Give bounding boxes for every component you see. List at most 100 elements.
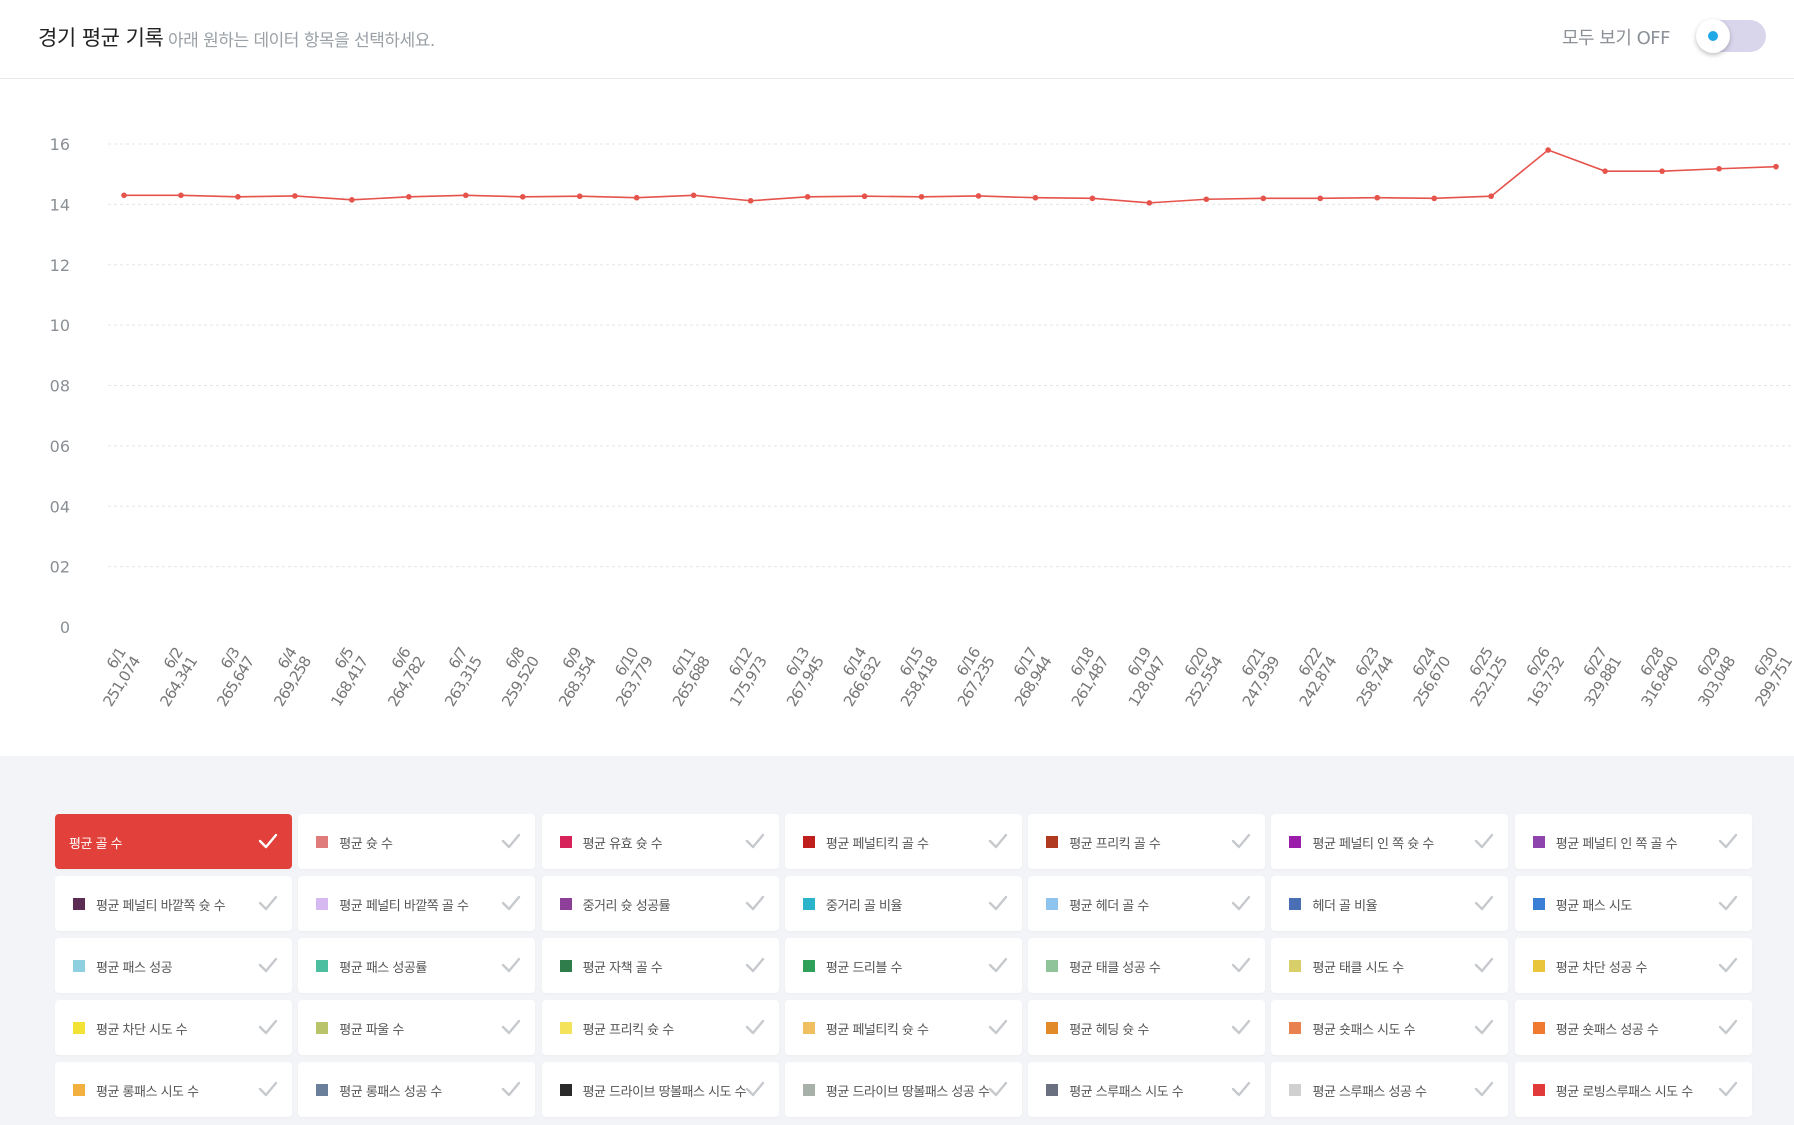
legend-item[interactable]: 헤더 골 비율 — [1271, 876, 1509, 931]
check-icon — [745, 1019, 764, 1035]
data-point[interactable] — [519, 194, 526, 200]
data-point[interactable] — [121, 192, 127, 199]
check-icon — [988, 833, 1008, 849]
legend-item[interactable]: 평균 유효 슛 수 — [541, 814, 779, 869]
legend-item-label: 평균 태클 성공 수 — [1069, 961, 1161, 976]
check-icon — [1475, 957, 1494, 973]
data-point[interactable] — [462, 192, 469, 199]
legend-item-label: 평균 스루패스 시도 수 — [1069, 1085, 1184, 1100]
legend-item[interactable]: 평균 프리킥 슛 수 — [541, 1000, 779, 1055]
legend-swatch — [1046, 960, 1059, 972]
data-point[interactable] — [918, 194, 925, 200]
legend-item[interactable]: 평균 드라이브 땅볼패스 성공 수 — [784, 1062, 1022, 1117]
toggle-knob[interactable] — [1696, 19, 1730, 53]
legend-item[interactable]: 평균 자책 골 수 — [541, 938, 779, 993]
legend-item[interactable]: 평균 헤더 골 수 — [1028, 876, 1266, 931]
legend-item[interactable]: 평균 페널티 인 쪽 슛 수 — [1271, 814, 1509, 869]
legend-swatch — [802, 1022, 815, 1034]
page-header: 경기 평균 기록 아래 원하는 데이터 항목을 선택하세요. 모두 보기 OFF — [0, 0, 1794, 79]
legend-item[interactable]: 평균 패스 성공 — [55, 938, 292, 993]
legend-item[interactable]: 평균 스루패스 시도 수 — [1028, 1062, 1266, 1117]
legend-item[interactable]: 평균 패스 시도 — [1514, 876, 1752, 931]
data-point[interactable] — [1260, 195, 1267, 202]
data-point[interactable] — [1545, 147, 1551, 153]
show-all-toggle[interactable] — [1696, 19, 1766, 53]
legend-item[interactable]: 평균 드리블 수 — [784, 938, 1022, 993]
data-point[interactable] — [1317, 195, 1324, 202]
data-point[interactable] — [975, 193, 982, 199]
data-point[interactable] — [861, 193, 868, 200]
y-tick-label: 0 — [60, 618, 70, 637]
legend-item[interactable]: 평균 드라이브 땅볼패스 시도 수 — [541, 1062, 779, 1117]
data-point[interactable] — [1716, 165, 1722, 172]
data-point[interactable] — [1602, 168, 1608, 174]
legend-swatch — [802, 960, 815, 972]
check-icon — [1718, 833, 1737, 849]
y-tick-label: 08 — [50, 377, 70, 396]
legend-item[interactable]: 평균 태클 시도 수 — [1271, 938, 1509, 993]
legend-item[interactable]: 평균 스루패스 성공 수 — [1271, 1062, 1509, 1117]
legend-swatch — [1289, 960, 1302, 972]
legend-item[interactable]: 평균 페널티 바깥쪽 슛 수 — [55, 876, 292, 931]
legend-grid: 평균 골 수 평균 슛 수 평균 유효 슛 수 평균 페널티킥 골 수 평균 프리킥 골… — [55, 814, 1752, 1117]
legend-item[interactable]: 평균 롱패스 성공 수 — [298, 1062, 536, 1117]
data-point[interactable] — [406, 194, 412, 200]
check-icon — [502, 1081, 521, 1097]
data-point[interactable] — [576, 193, 583, 200]
legend-item[interactable]: 평균 골 수 — [55, 814, 292, 869]
legend-item[interactable]: 평균 페널티 바깥쪽 골 수 — [298, 876, 536, 931]
check-icon — [1231, 1081, 1251, 1097]
check-icon — [1231, 895, 1251, 911]
legend-item[interactable]: 중거리 골 비율 — [784, 876, 1022, 931]
data-point[interactable] — [1431, 195, 1438, 202]
legend-item[interactable]: 중거리 슛 성공률 — [541, 876, 779, 931]
y-tick-label: 16 — [50, 135, 70, 154]
legend-item[interactable]: 평균 숏패스 성공 수 — [1514, 1000, 1752, 1055]
page-title: 경기 평균 기록 — [38, 26, 164, 50]
legend-item-label: 평균 슛 수 — [339, 837, 393, 852]
y-tick-label: 06 — [50, 437, 70, 456]
data-point[interactable] — [1659, 168, 1665, 174]
legend-item[interactable]: 평균 슛 수 — [298, 814, 536, 869]
data-point[interactable] — [349, 197, 355, 203]
data-point[interactable] — [178, 192, 184, 199]
legend-swatch — [316, 1084, 329, 1096]
legend-item[interactable]: 평균 페널티킥 골 수 — [784, 814, 1022, 869]
legend-swatch — [73, 898, 85, 910]
legend-item[interactable]: 평균 패스 성공률 — [298, 938, 536, 993]
legend-item[interactable]: 평균 페널티 인 쪽 골 수 — [1514, 814, 1752, 869]
data-point[interactable] — [1032, 194, 1039, 201]
legend-item[interactable]: 평균 차단 성공 수 — [1514, 938, 1752, 993]
data-point[interactable] — [292, 193, 298, 199]
legend-item[interactable]: 평균 차단 시도 수 — [55, 1000, 292, 1055]
data-point[interactable] — [235, 194, 241, 200]
legend-item[interactable]: 평균 태클 성공 수 — [1028, 938, 1266, 993]
data-point[interactable] — [747, 197, 754, 204]
legend-item[interactable]: 평균 로빙스루패스 시도 수 — [1514, 1062, 1752, 1117]
legend-swatch — [1532, 836, 1545, 848]
data-point[interactable] — [633, 194, 640, 201]
toggle-dot-icon — [1708, 31, 1718, 41]
legend-item[interactable]: 평균 헤딩 슛 수 — [1028, 1000, 1266, 1055]
legend-swatch — [1532, 898, 1545, 910]
legend-item[interactable]: 평균 숏패스 시도 수 — [1271, 1000, 1509, 1055]
data-point[interactable] — [1773, 163, 1779, 170]
data-point[interactable] — [1374, 194, 1381, 201]
data-point[interactable] — [1203, 196, 1210, 203]
data-point[interactable] — [1089, 195, 1096, 202]
legend-item[interactable]: 평균 페널티킥 슛 수 — [784, 1000, 1022, 1055]
legend-item[interactable]: 평균 프리킥 골 수 — [1028, 814, 1266, 869]
data-point[interactable] — [804, 194, 811, 200]
legend-item[interactable]: 평균 파울 수 — [298, 1000, 536, 1055]
data-point[interactable] — [1488, 193, 1494, 200]
legend-item[interactable]: 평균 롱패스 시도 수 — [55, 1062, 292, 1117]
data-point[interactable] — [1146, 200, 1153, 206]
data-point[interactable] — [690, 192, 697, 199]
y-tick-label: 14 — [50, 195, 70, 214]
